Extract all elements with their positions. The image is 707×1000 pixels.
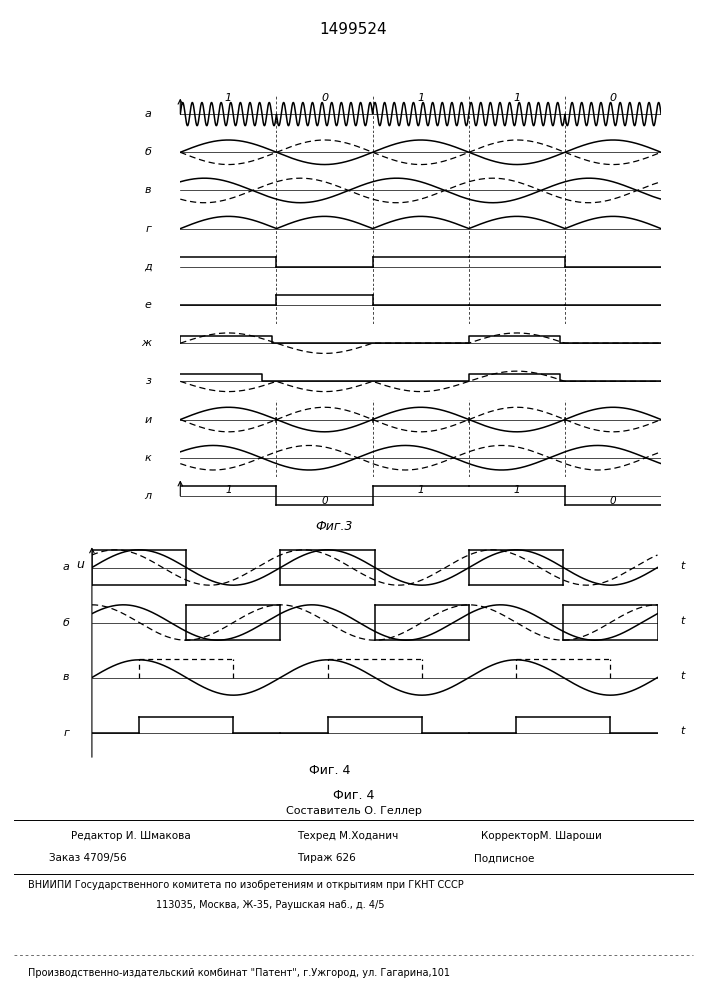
Text: t: t xyxy=(680,726,684,736)
Text: б: б xyxy=(62,617,69,628)
Text: Тираж 626: Тираж 626 xyxy=(297,853,356,863)
Text: Фиг. 4: Фиг. 4 xyxy=(333,789,374,802)
Text: з: з xyxy=(146,376,151,386)
Text: Редактор И. Шмакова: Редактор И. Шмакова xyxy=(71,831,190,841)
Text: Подписное: Подписное xyxy=(474,853,534,863)
Text: г: г xyxy=(64,728,69,738)
Text: е: е xyxy=(144,300,151,310)
Text: t: t xyxy=(680,616,684,626)
Text: ж: ж xyxy=(141,338,151,348)
Text: Техред М.Ходанич: Техред М.Ходанич xyxy=(297,831,398,841)
Text: 1: 1 xyxy=(513,93,520,103)
Text: 1: 1 xyxy=(417,485,424,495)
Text: а: а xyxy=(62,562,69,572)
Text: а: а xyxy=(144,109,151,119)
Text: КорректорМ. Шароши: КорректорМ. Шароши xyxy=(481,831,602,841)
Text: 0: 0 xyxy=(609,93,617,103)
Text: и: и xyxy=(144,415,151,425)
Text: ВНИИПИ Государственного комитета по изобретениям и открытиям при ГКНТ СССР: ВНИИПИ Государственного комитета по изоб… xyxy=(28,880,464,890)
Text: 113035, Москва, Ж-35, Раушская наб., д. 4/5: 113035, Москва, Ж-35, Раушская наб., д. … xyxy=(156,900,384,910)
Text: в: в xyxy=(63,672,69,682)
Text: л: л xyxy=(144,491,151,501)
Text: 0: 0 xyxy=(321,496,328,506)
Text: 1: 1 xyxy=(417,93,424,103)
Text: г: г xyxy=(146,224,151,234)
Text: к: к xyxy=(145,453,151,463)
Text: б: б xyxy=(144,147,151,157)
Text: 0: 0 xyxy=(321,93,328,103)
Text: Производственно-издательский комбинат "Патент", г.Ужгород, ул. Гагарина,101: Производственно-издательский комбинат "П… xyxy=(28,968,450,978)
Text: д: д xyxy=(144,262,151,272)
Text: Составитель О. Геллер: Составитель О. Геллер xyxy=(286,806,421,816)
Text: 1: 1 xyxy=(225,485,232,495)
Text: 1: 1 xyxy=(225,93,232,103)
Text: u: u xyxy=(76,558,85,571)
Text: Заказ 4709/56: Заказ 4709/56 xyxy=(49,853,127,863)
Text: 1: 1 xyxy=(513,485,520,495)
Text: Фиг. 4: Фиг. 4 xyxy=(309,764,350,778)
Text: 1499524: 1499524 xyxy=(320,21,387,36)
Text: t: t xyxy=(680,671,684,681)
Text: t: t xyxy=(680,561,684,571)
Text: в: в xyxy=(145,185,151,195)
Text: Фиг.3: Фиг.3 xyxy=(315,520,353,532)
Text: 0: 0 xyxy=(609,496,617,506)
